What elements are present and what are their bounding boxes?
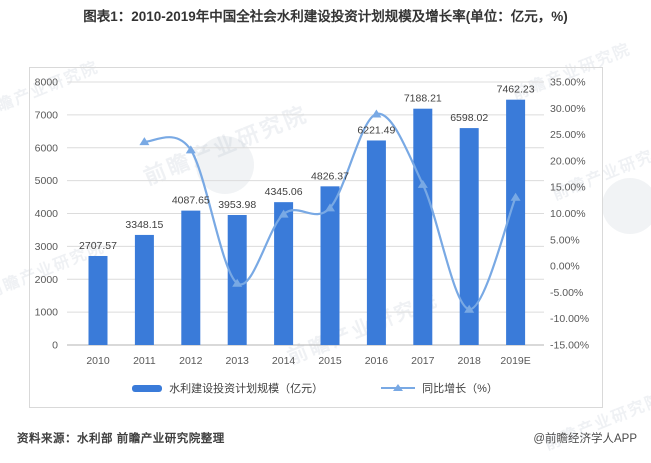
y-axis-label-right: -5.00% [550,287,583,299]
investment-bar-2011 [134,234,154,345]
y-axis-label-left: 3000 [35,241,59,253]
growth-marker [464,304,475,313]
bar-value-label: 2707.57 [79,240,117,252]
legend-item-investment: 水利建设投资计划规模（亿元） [132,380,323,396]
y-axis-label-right: 10.00% [550,208,586,220]
line-swatch-icon [381,383,416,391]
x-axis-label: 2018 [458,355,482,367]
bar-value-label: 4087.65 [172,195,210,207]
y-axis-label-left: 1000 [35,307,59,319]
bar-value-label: 6221.49 [357,124,395,136]
bar-value-label: 3953.98 [218,199,256,211]
investment-bar-2015 [320,186,340,345]
bar-value-label: 7462.23 [497,84,535,96]
y-axis-label-right: 15.00% [550,182,586,194]
bar-value-label: 6598.02 [450,112,488,124]
chart-title: 图表1：2010-2019年中国全社会水利建设投资计划规模及增长率(单位：亿元，… [83,9,568,24]
bar-value-label: 3348.15 [125,219,163,231]
bar-swatch-icon [132,384,163,392]
growth-marker [325,203,335,212]
y-axis-label-right: 25.00% [550,129,586,141]
x-axis-label: 2015 [318,355,342,367]
y-axis-label-left: 5000 [35,175,59,187]
publisher-credit-text: @前瞻经济学人APP [533,433,637,445]
x-axis-label: 2014 [272,355,296,367]
data-source-text: 资料来源：水利部 前瞻产业研究院整理 [17,433,225,445]
legend-label-investment: 水利建设投资计划规模（亿元） [169,383,324,395]
growth-marker [371,109,382,118]
investment-bar-2018 [459,128,479,345]
investment-bar-2012 [181,210,201,345]
bar-value-label: 7188.21 [404,93,442,105]
legend-label-growth: 同比增长（%） [422,383,498,395]
y-axis-label-left: 2000 [35,274,59,286]
investment-bar-2019E [506,99,526,345]
growth-marker [510,192,521,201]
watermark-logo-icon [602,178,651,234]
growth-marker [417,179,428,188]
growth-marker [232,278,243,287]
investment-bar-2017 [413,108,433,345]
x-axis-label: 2013 [226,355,250,367]
y-axis-label-right: -10.00% [550,313,589,325]
x-axis-label: 2012 [179,355,203,367]
y-axis-label-left: 7000 [35,109,59,121]
x-axis-label: 2019E [500,355,530,367]
y-axis-label-right: 30.00% [550,103,586,115]
y-axis-label-left: 6000 [35,142,59,154]
x-axis-label: 2010 [86,355,110,367]
legend: 水利建设投资计划规模（亿元） 同比增长（%） [29,380,601,396]
investment-bar-2014 [274,202,294,345]
y-axis-label-right: 20.00% [550,155,586,167]
investment-bar-2016 [366,140,386,345]
y-axis-label-left: 0 [52,340,58,352]
combo-chart: 8000 7000 6000 5000 4000 3000 2000 1000 0 35.00% 3… [35,77,589,368]
y-axis-label-right: 0.00% [550,261,580,273]
growth-marker [278,209,289,218]
y-axis-label-left: 4000 [35,208,59,220]
growth-marker [185,145,196,154]
growth-marker [139,137,150,146]
legend-item-growth: 同比增长（%） [381,380,498,396]
bar-value-label: 4826.37 [311,170,349,182]
y-axis-label-right: 5.00% [550,234,580,246]
y-axis-label-right: -15.00% [550,340,589,352]
x-axis-label: 2017 [411,355,435,367]
growth-line [143,112,517,311]
chart-plot-area: 8000 7000 6000 5000 4000 3000 2000 1000 0 35.00% 3… [29,67,603,408]
investment-bar-2010 [88,255,108,345]
y-axis-label-right: 35.00% [550,77,586,89]
triangle-marker-icon [393,383,404,391]
x-axis-label: 2011 [133,355,156,367]
bar-value-label: 4345.06 [265,186,303,198]
y-axis-label-left: 8000 [35,77,59,89]
x-axis-label: 2016 [365,355,389,367]
